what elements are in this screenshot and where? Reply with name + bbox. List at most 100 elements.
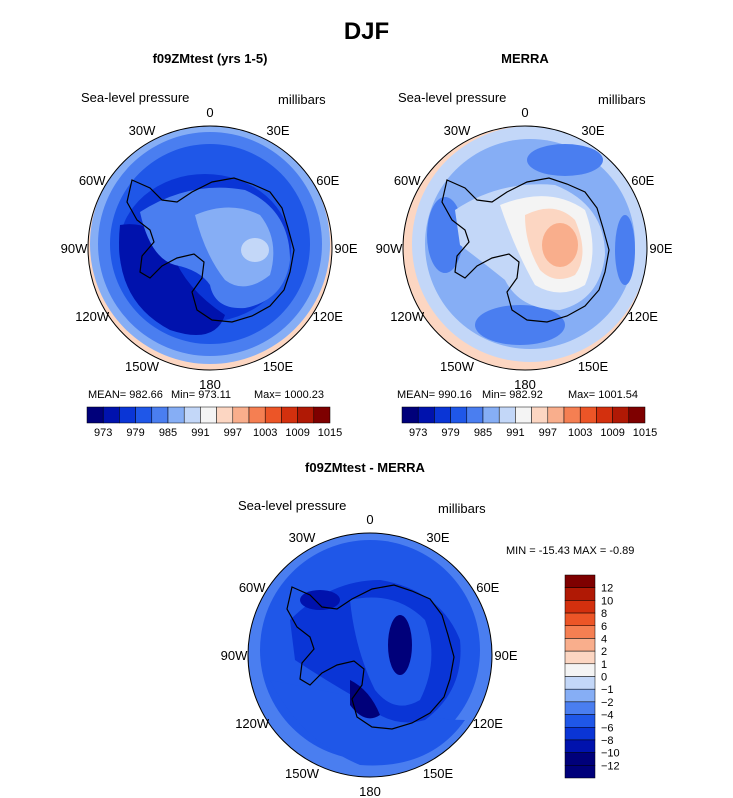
colorbar-model-swatch (281, 406, 298, 424)
colorbar-model-tick: 991 (191, 427, 209, 439)
map-model-fill-land2 (195, 207, 274, 287)
lon-label-diff-5: 150E (423, 766, 454, 781)
lon-label-merra-9: 90W (376, 241, 403, 256)
colorbar-model-tick: 973 (94, 427, 112, 439)
colorbar-merra-swatch (596, 406, 613, 424)
stats-merra-mean: MEAN= 990.16 (397, 389, 472, 401)
colorbar-model-tick: 1003 (253, 427, 277, 439)
colorbar-merra-swatch (466, 406, 484, 424)
lon-label-diff-0: 0 (366, 512, 373, 527)
colorbar-diff-swatch (564, 650, 596, 665)
colorbar-merra-tick: 985 (474, 427, 492, 439)
lon-label-diff-4: 120E (473, 716, 504, 731)
lon-label-diff-3: 90E (494, 648, 517, 663)
lon-label-merra-5: 150E (578, 359, 609, 374)
stats-merra-min: Min= 982.92 (482, 389, 543, 401)
panel-title-merra: MERRA (501, 51, 549, 66)
colorbar-model-swatch (313, 406, 331, 424)
lon-label-merra-11: 30W (444, 123, 471, 138)
colorbar-merra-swatch (515, 406, 532, 424)
stats-diff-minmax: MIN = -15.43 MAX = -0.89 (506, 545, 634, 557)
lon-label-model-0: 0 (206, 105, 213, 120)
colorbar-model-swatch (119, 406, 136, 424)
lon-label-merra-1: 30E (581, 123, 604, 138)
lon-label-diff-6: 180 (359, 784, 381, 798)
lon-label-merra-6: 180 (514, 377, 536, 392)
stats-model-max: Max= 1000.23 (254, 389, 324, 401)
colorbar-model-swatch (248, 406, 266, 424)
colorbar-model-swatch (167, 406, 185, 424)
lon-label-merra-3: 90E (649, 241, 672, 256)
colorbar-diff-swatch (564, 752, 596, 766)
colorbar-merra-tick: 1009 (600, 427, 624, 439)
colorbar-diff-tick: 10 (601, 595, 613, 607)
colorbar-merra-swatch (628, 406, 646, 424)
colorbar-diff-swatch (564, 663, 596, 677)
lon-label-model-3: 90E (334, 241, 357, 256)
lon-label-model-9: 90W (61, 241, 88, 256)
colorbar-model-swatch (216, 406, 234, 424)
colorbar-diff-tick: 0 (601, 672, 607, 684)
colorbar-diff-tick: −6 (601, 722, 614, 734)
map-diff-fill-low2 (388, 615, 412, 675)
colorbar-diff-swatch (564, 612, 596, 626)
units-label-diff: millibars (438, 501, 486, 516)
lon-label-model-2: 60E (316, 173, 339, 188)
colorbar-diff-swatch (564, 638, 596, 652)
map-model (87, 125, 333, 371)
map-model-border (87, 125, 333, 371)
main-title: DJF (343, 18, 390, 45)
colorbar-diff-tick: 6 (601, 621, 607, 633)
lon-label-merra-2: 60E (631, 173, 654, 188)
lon-label-diff-7: 150W (285, 766, 320, 781)
colorbar-model-swatch (102, 406, 120, 424)
stats-model-min: Min= 973.11 (171, 389, 231, 401)
colorbar-merra-swatch (531, 406, 549, 424)
colorbar-diff-swatch (564, 676, 596, 690)
map-model-fill-land3 (241, 238, 269, 262)
lon-label-model-4: 120E (313, 309, 344, 324)
lon-label-diff-8: 120W (235, 716, 270, 731)
colorbar-diff-swatch (564, 714, 596, 728)
map-diff (247, 532, 493, 778)
colorbar-model-tick: 997 (224, 427, 242, 439)
map-merra-fill-low2 (427, 197, 463, 273)
colorbar-diff-swatch (564, 688, 596, 703)
lon-label-diff-1: 30E (426, 530, 449, 545)
map-diff-border (247, 532, 493, 778)
colorbar-merra-tick: 997 (539, 427, 557, 439)
variable-label-diff: Sea-level pressure (238, 498, 346, 513)
lon-label-model-11: 30W (129, 123, 156, 138)
colorbar-model-tick: 1009 (285, 427, 309, 439)
colorbar-diff-tick: −1 (601, 684, 614, 696)
panel-title-model: f09ZMtest (yrs 1-5) (152, 51, 268, 66)
variable-label-merra: Sea-level pressure (398, 90, 506, 105)
map-merra-fill-low3 (615, 215, 635, 285)
panel-title-diff: f09ZMtest - MERRA (305, 460, 425, 475)
colorbar-diff-tick: −8 (601, 735, 614, 747)
colorbar-diff-tick: 2 (601, 646, 607, 658)
colorbar-merra-tick: 973 (409, 427, 427, 439)
colorbar-model-tick: 1015 (318, 427, 342, 439)
colorbar-model-swatch (183, 406, 201, 424)
colorbar-diff-swatch (564, 574, 596, 588)
colorbar-model: 973 979 985 991 997 1003 1009 1015 (86, 406, 342, 439)
colorbar-merra-swatch (563, 406, 581, 424)
colorbar-diff-tick: −4 (601, 710, 614, 722)
lon-label-model-1: 30E (266, 123, 289, 138)
colorbar-merra-swatch (547, 406, 565, 424)
lon-label-merra-4: 120E (628, 309, 659, 324)
lon-label-diff-10: 60W (239, 580, 266, 595)
map-merra-fill-land4 (542, 223, 578, 267)
lon-label-model-7: 150W (125, 359, 160, 374)
lon-label-merra-0: 0 (521, 105, 528, 120)
lon-label-model-5: 150E (263, 359, 294, 374)
lon-label-diff-9: 90W (221, 648, 248, 663)
colorbar-diff-tick: 1 (601, 659, 607, 671)
colorbar-model-swatch (232, 406, 250, 424)
colorbar-merra-swatch (612, 406, 630, 424)
colorbar-merra-swatch (482, 406, 500, 424)
colorbar-merra-swatch (434, 406, 451, 424)
